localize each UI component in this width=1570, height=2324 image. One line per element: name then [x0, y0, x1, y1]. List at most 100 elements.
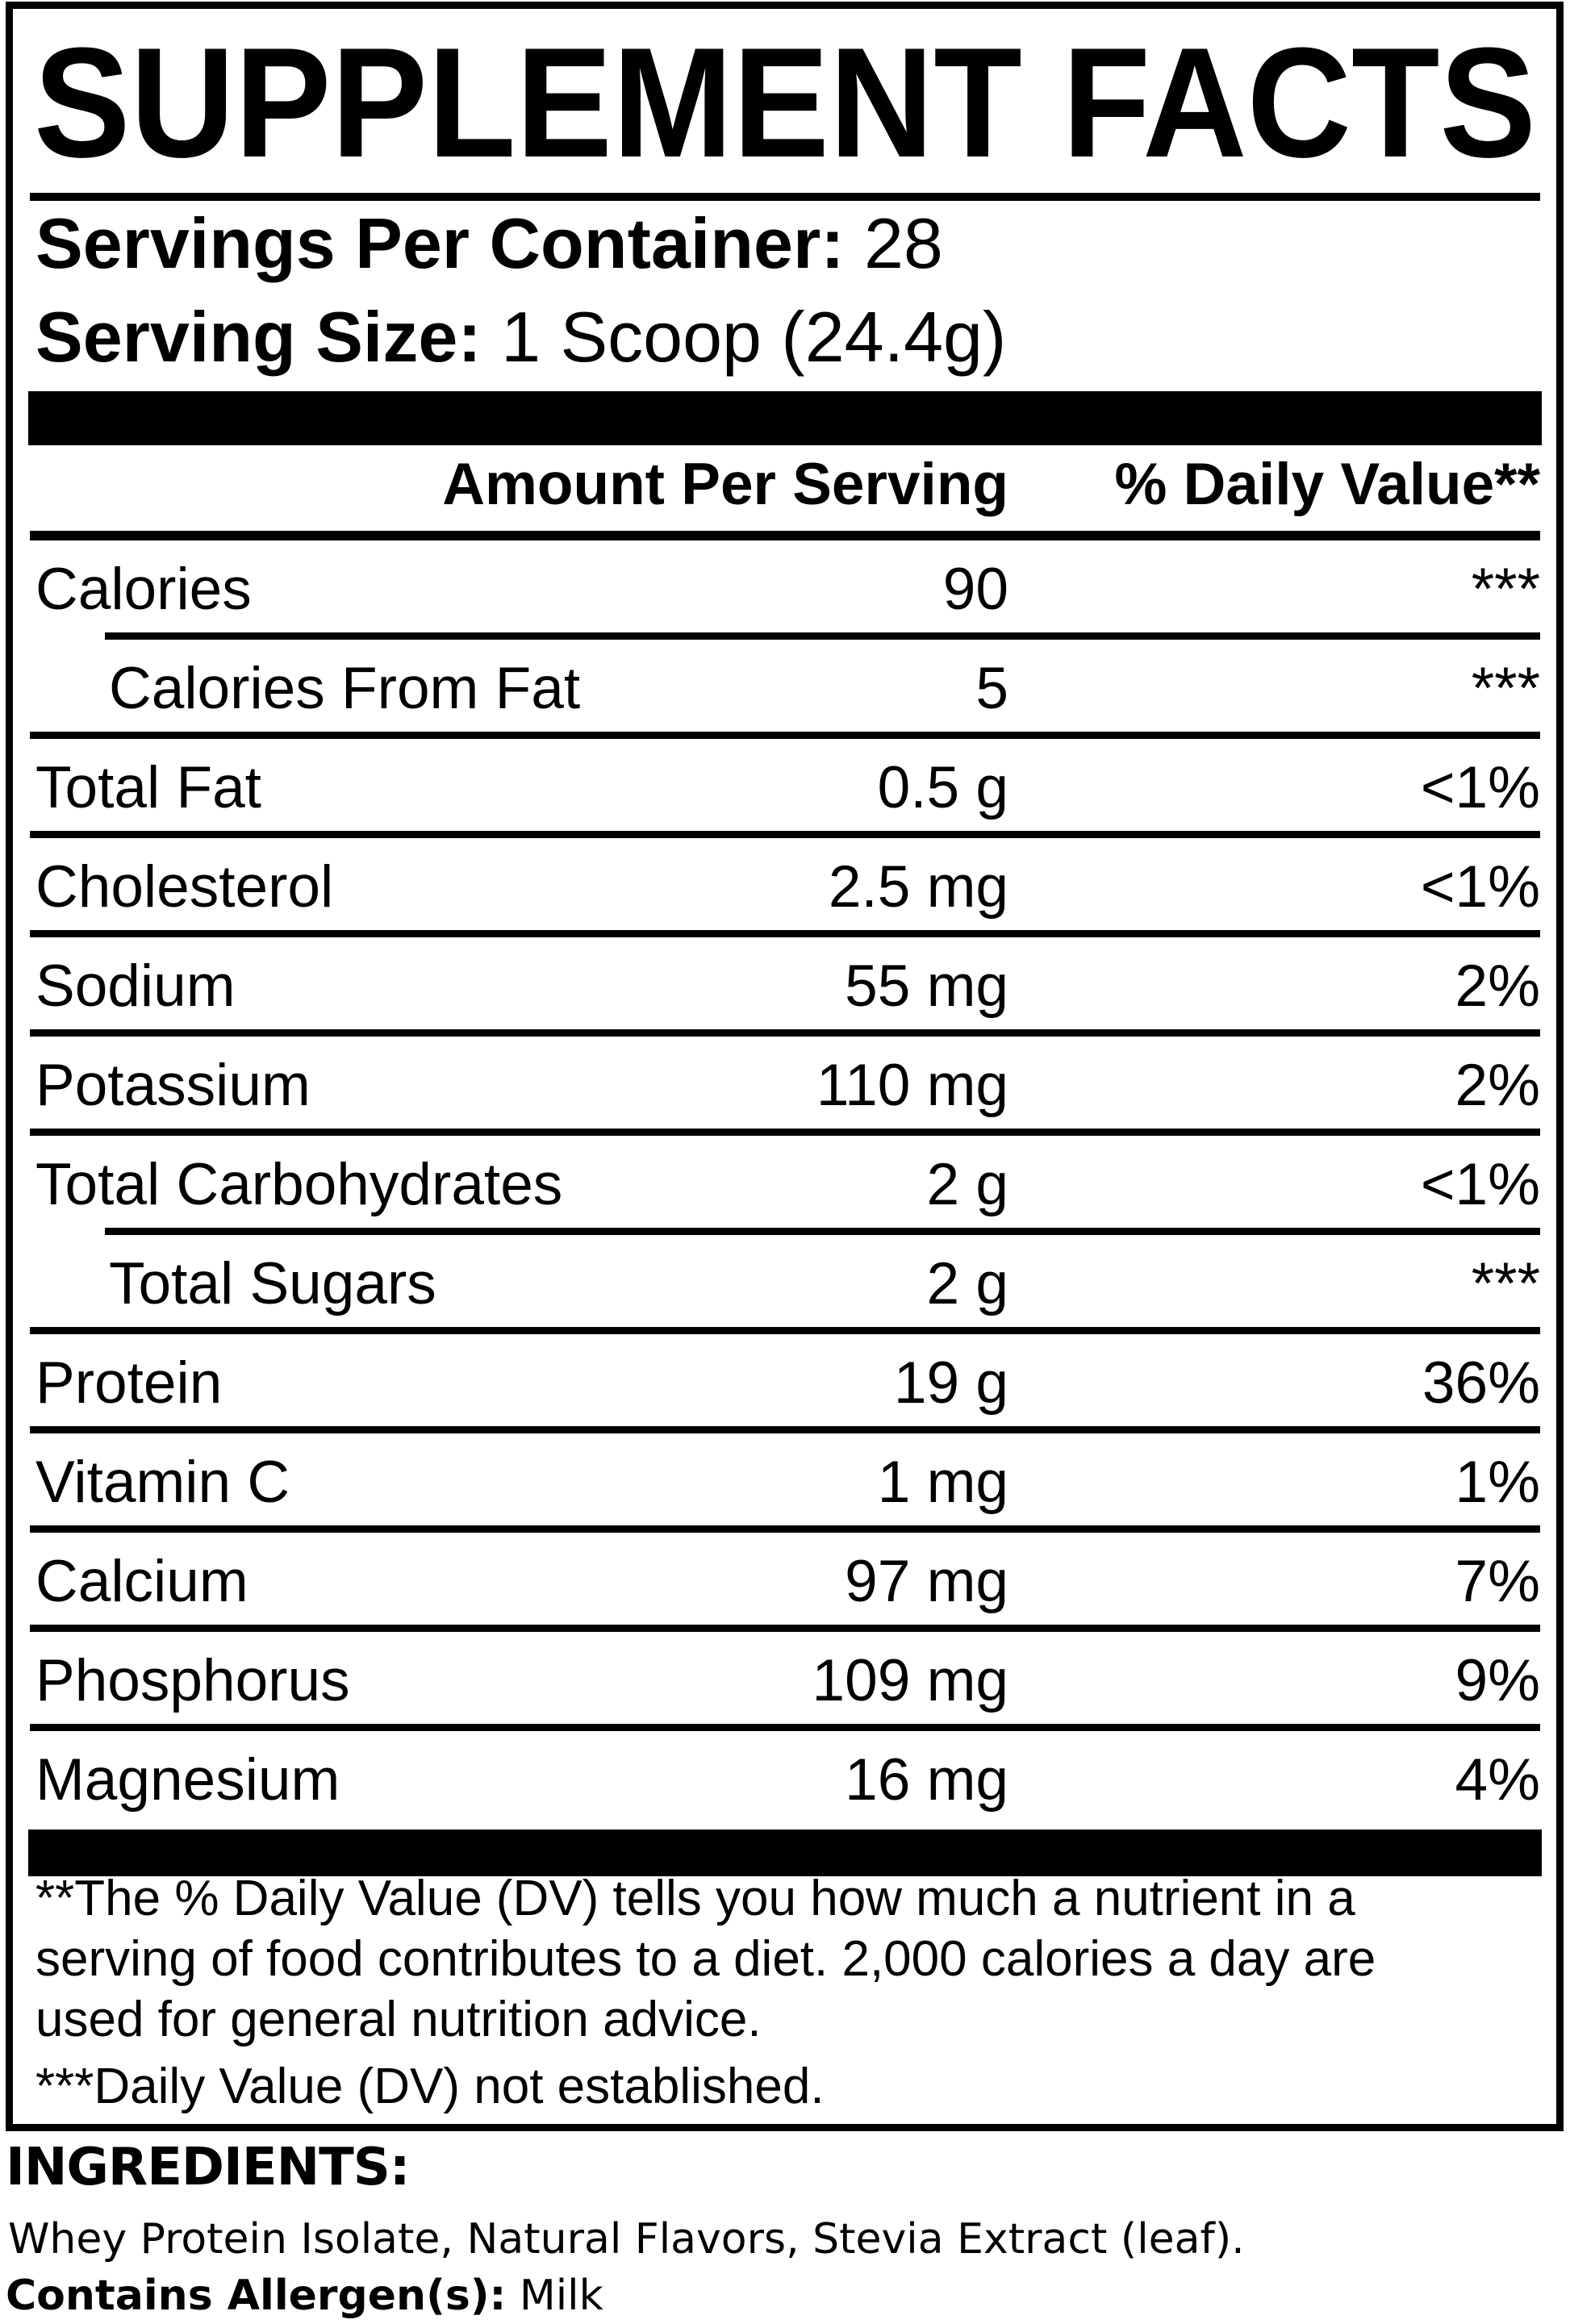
row-divider [105, 632, 1540, 640]
nutrient-cell: Sodium 55 mg [30, 953, 1008, 1020]
amount-per-serving-header: Amount Per Serving [442, 452, 1008, 517]
header-divider [30, 531, 1540, 540]
table-row: Vitamin C 1 mg 1% [30, 1433, 1540, 1533]
panel-title-svg: SUPPLEMENT FACTS [34, 33, 1536, 190]
nutrient-amount: 97 mg [845, 1549, 1008, 1615]
row-divider [30, 1724, 1540, 1731]
footnote-line: serving of food contributes to a diet. 2… [35, 1931, 1376, 1987]
row-divider [30, 831, 1540, 838]
nutrient-cell: Vitamin C 1 mg [30, 1450, 1008, 1516]
nutrient-daily-value: *** [1471, 656, 1540, 722]
nutrient-amount: 2.5 mg [828, 854, 1008, 920]
nutrient-name: Calcium [35, 1549, 248, 1615]
row-divider [30, 1625, 1540, 1632]
nutrient-amount: 16 mg [845, 1747, 1008, 1813]
nutrient-cell: Calcium 97 mg [30, 1549, 1008, 1615]
nutrient-amount: 1 mg [877, 1450, 1008, 1516]
nutrient-daily-value: 4% [1455, 1747, 1540, 1813]
nutrient-cell: Magnesium 16 mg [30, 1748, 1008, 1813]
daily-value-footnote: **The % Daily Value (DV) tells you how m… [35, 1868, 1512, 2050]
nutrient-name: Total Sugars [109, 1251, 436, 1317]
table-row: Sodium 55 mg 2% [30, 937, 1540, 1037]
serving-size-value: 1 Scoop (24.4g) [481, 297, 1007, 377]
nutrient-amount: 0.5 g [877, 755, 1008, 821]
nutrient-name: Total Fat [35, 755, 261, 821]
table-row: Magnesium 16 mg 4% [30, 1731, 1540, 1830]
table-row: Cholesterol 2.5 mg <1% [30, 838, 1540, 937]
row-divider [30, 1029, 1540, 1037]
nutrient-amount: 110 mg [816, 1053, 1008, 1119]
nutrient-rows: Calories 90 *** Calories From Fat 5 *** Total … [30, 540, 1540, 1830]
nutrient-daily-value: *** [1471, 1251, 1540, 1317]
table-row: Total Fat 0.5 g <1% [30, 739, 1540, 838]
daily-value-header: % Daily Value** [1114, 452, 1540, 517]
row-divider [105, 1228, 1540, 1235]
nutrient-amount: 109 mg [812, 1648, 1009, 1714]
row-divider [30, 732, 1540, 739]
nutrient-amount: 19 g [893, 1350, 1008, 1417]
title-divider [30, 193, 1540, 201]
nutrient-daily-value: 7% [1455, 1549, 1540, 1615]
not-established-note: ***Daily Value (DV) not established. [35, 2059, 825, 2114]
table-row: Total Carbohydrates 2 g <1% [30, 1136, 1540, 1235]
nutrient-amount: 2 g [926, 1152, 1008, 1218]
nutrient-amount: 55 mg [845, 953, 1008, 1020]
nutrient-cell: Total Fat 0.5 g [30, 755, 1008, 821]
nutrient-amount: 90 [942, 557, 1008, 623]
nutrient-daily-value: <1% [1420, 1152, 1540, 1218]
serving-size-label: Serving Size: [35, 297, 482, 377]
nutrient-name: Protein [35, 1350, 223, 1417]
table-row: Calcium 97 mg 7% [30, 1533, 1540, 1632]
nutrient-name: Phosphorus [35, 1648, 350, 1714]
nutrient-cell: Potassium 110 mg [30, 1053, 1008, 1119]
nutrient-name: Sodium [35, 953, 236, 1020]
nutrient-daily-value: 2% [1455, 953, 1540, 1020]
row-divider [30, 1525, 1540, 1533]
nutrient-name: Calories From Fat [109, 656, 581, 722]
nutrient-name: Vitamin C [35, 1450, 290, 1516]
nutrient-daily-value: <1% [1420, 854, 1540, 920]
table-row: Potassium 110 mg 2% [30, 1037, 1540, 1136]
servings-per-container: Servings Per Container: 28 [35, 203, 943, 283]
table-row: Phosphorus 109 mg 9% [30, 1632, 1540, 1731]
row-divider [30, 1327, 1540, 1334]
nutrient-daily-value: 1% [1455, 1450, 1540, 1516]
ingredients-list: Whey Protein Isolate, Natural Flavors, S… [8, 2215, 1245, 2264]
separator-bar-bottom [28, 1830, 1542, 1876]
servings-per-container-label: Servings Per Container: [35, 203, 845, 283]
table-row: Protein 19 g 36% [30, 1334, 1540, 1433]
nutrient-cell: Total Carbohydrates 2 g [30, 1152, 1008, 1218]
nutrient-name: Calories [35, 557, 252, 623]
nutrient-cell: Calories From Fat 5 [30, 656, 1008, 722]
separator-bar-top [28, 391, 1542, 445]
allergen-value: Milk [506, 2272, 603, 2320]
nutrient-name: Total Carbohydrates [35, 1152, 563, 1218]
nutrient-cell: Total Sugars 2 g [30, 1251, 1008, 1317]
table-column-header: Amount Per Serving % Daily Value** [30, 451, 1540, 519]
nutrient-cell: Protein 19 g [30, 1350, 1008, 1417]
servings-per-container-value: 28 [844, 203, 943, 283]
row-divider [30, 930, 1540, 937]
footnote-line: **The % Daily Value (DV) tells you how m… [35, 1871, 1355, 1926]
serving-size: Serving Size: 1 Scoop (24.4g) [35, 298, 1006, 377]
nutrient-daily-value: 2% [1455, 1053, 1540, 1119]
page-title: SUPPLEMENT FACTS [34, 33, 1536, 190]
table-row: Calories 90 *** [30, 540, 1540, 640]
footnote-line: used for general nutrition advice. [35, 1992, 762, 2047]
nutrient-cell: Cholesterol 2.5 mg [30, 855, 1008, 920]
table-row: Calories From Fat 5 *** [30, 640, 1540, 739]
nutrient-daily-value: <1% [1420, 755, 1540, 821]
table-row: Total Sugars 2 g *** [30, 1235, 1540, 1334]
nutrient-name: Cholesterol [35, 854, 334, 920]
allergen-statement: Contains Allergen(s): Milk [6, 2272, 603, 2320]
nutrient-daily-value: 36% [1422, 1350, 1540, 1417]
nutrient-daily-value: 9% [1455, 1648, 1540, 1714]
nutrient-amount: 5 [975, 656, 1008, 722]
row-divider [30, 1426, 1540, 1433]
nutrient-amount: 2 g [926, 1251, 1008, 1317]
supplement-facts-panel: SUPPLEMENT FACTS Servings Per Container:… [6, 2, 1564, 2131]
row-divider [30, 1129, 1540, 1136]
nutrient-cell: Phosphorus 109 mg [30, 1648, 1009, 1714]
nutrient-name: Magnesium [35, 1747, 340, 1813]
